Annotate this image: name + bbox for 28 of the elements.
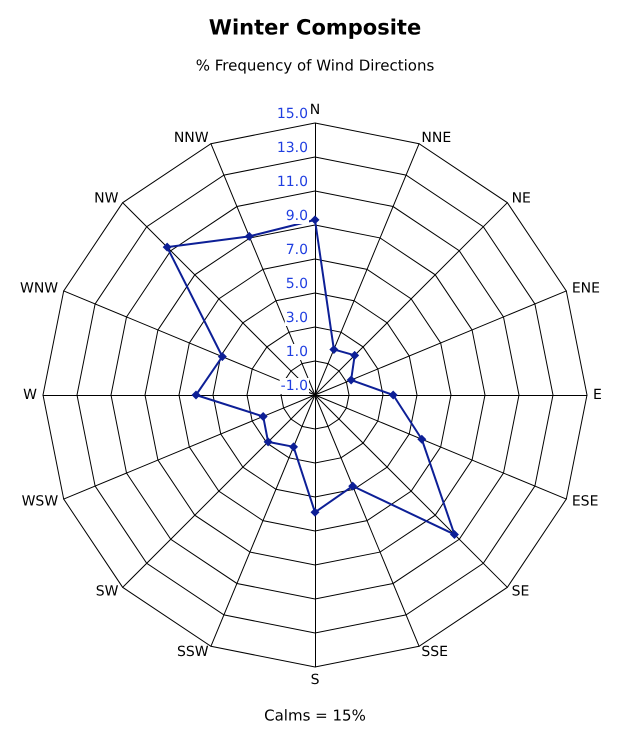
y-tick-label: 15.0	[276, 106, 308, 122]
y-tick-label: -1.0	[280, 378, 308, 394]
spoke-label: NNE	[421, 130, 452, 146]
y-tick-label: 11.0	[276, 174, 308, 190]
spoke-label: ENE	[572, 280, 600, 297]
y-tick-label: 9.0	[286, 208, 308, 224]
spoke-label: ESE	[572, 493, 598, 510]
y-tick-label: 3.0	[286, 310, 308, 326]
spoke-label: NNW	[174, 130, 209, 146]
spoke-label: NW	[94, 190, 119, 206]
y-tick-label: 7.0	[286, 242, 308, 258]
spoke-label: SE	[512, 584, 530, 600]
spoke-label: E	[593, 387, 602, 403]
spoke-label: WSW	[22, 493, 58, 510]
y-tick-label: 1.0	[286, 344, 308, 360]
spoke-label: N	[310, 102, 320, 118]
chart-title: Winter Composite	[208, 16, 422, 40]
spoke-label: S	[310, 672, 320, 688]
y-tick-label: 5.0	[286, 276, 308, 292]
spoke-label: SSW	[176, 644, 209, 660]
spoke-label: W	[23, 387, 38, 403]
spoke-label: NE	[512, 190, 531, 206]
chart-subtitle: % Frequency of Wind Directions	[196, 56, 434, 74]
y-tick-label: 13.0	[276, 140, 308, 156]
spoke-label: WNW	[20, 280, 58, 297]
spoke-label: SW	[96, 584, 119, 600]
spoke-label: SSE	[421, 644, 448, 660]
text: Calms = 15%	[264, 706, 366, 724]
